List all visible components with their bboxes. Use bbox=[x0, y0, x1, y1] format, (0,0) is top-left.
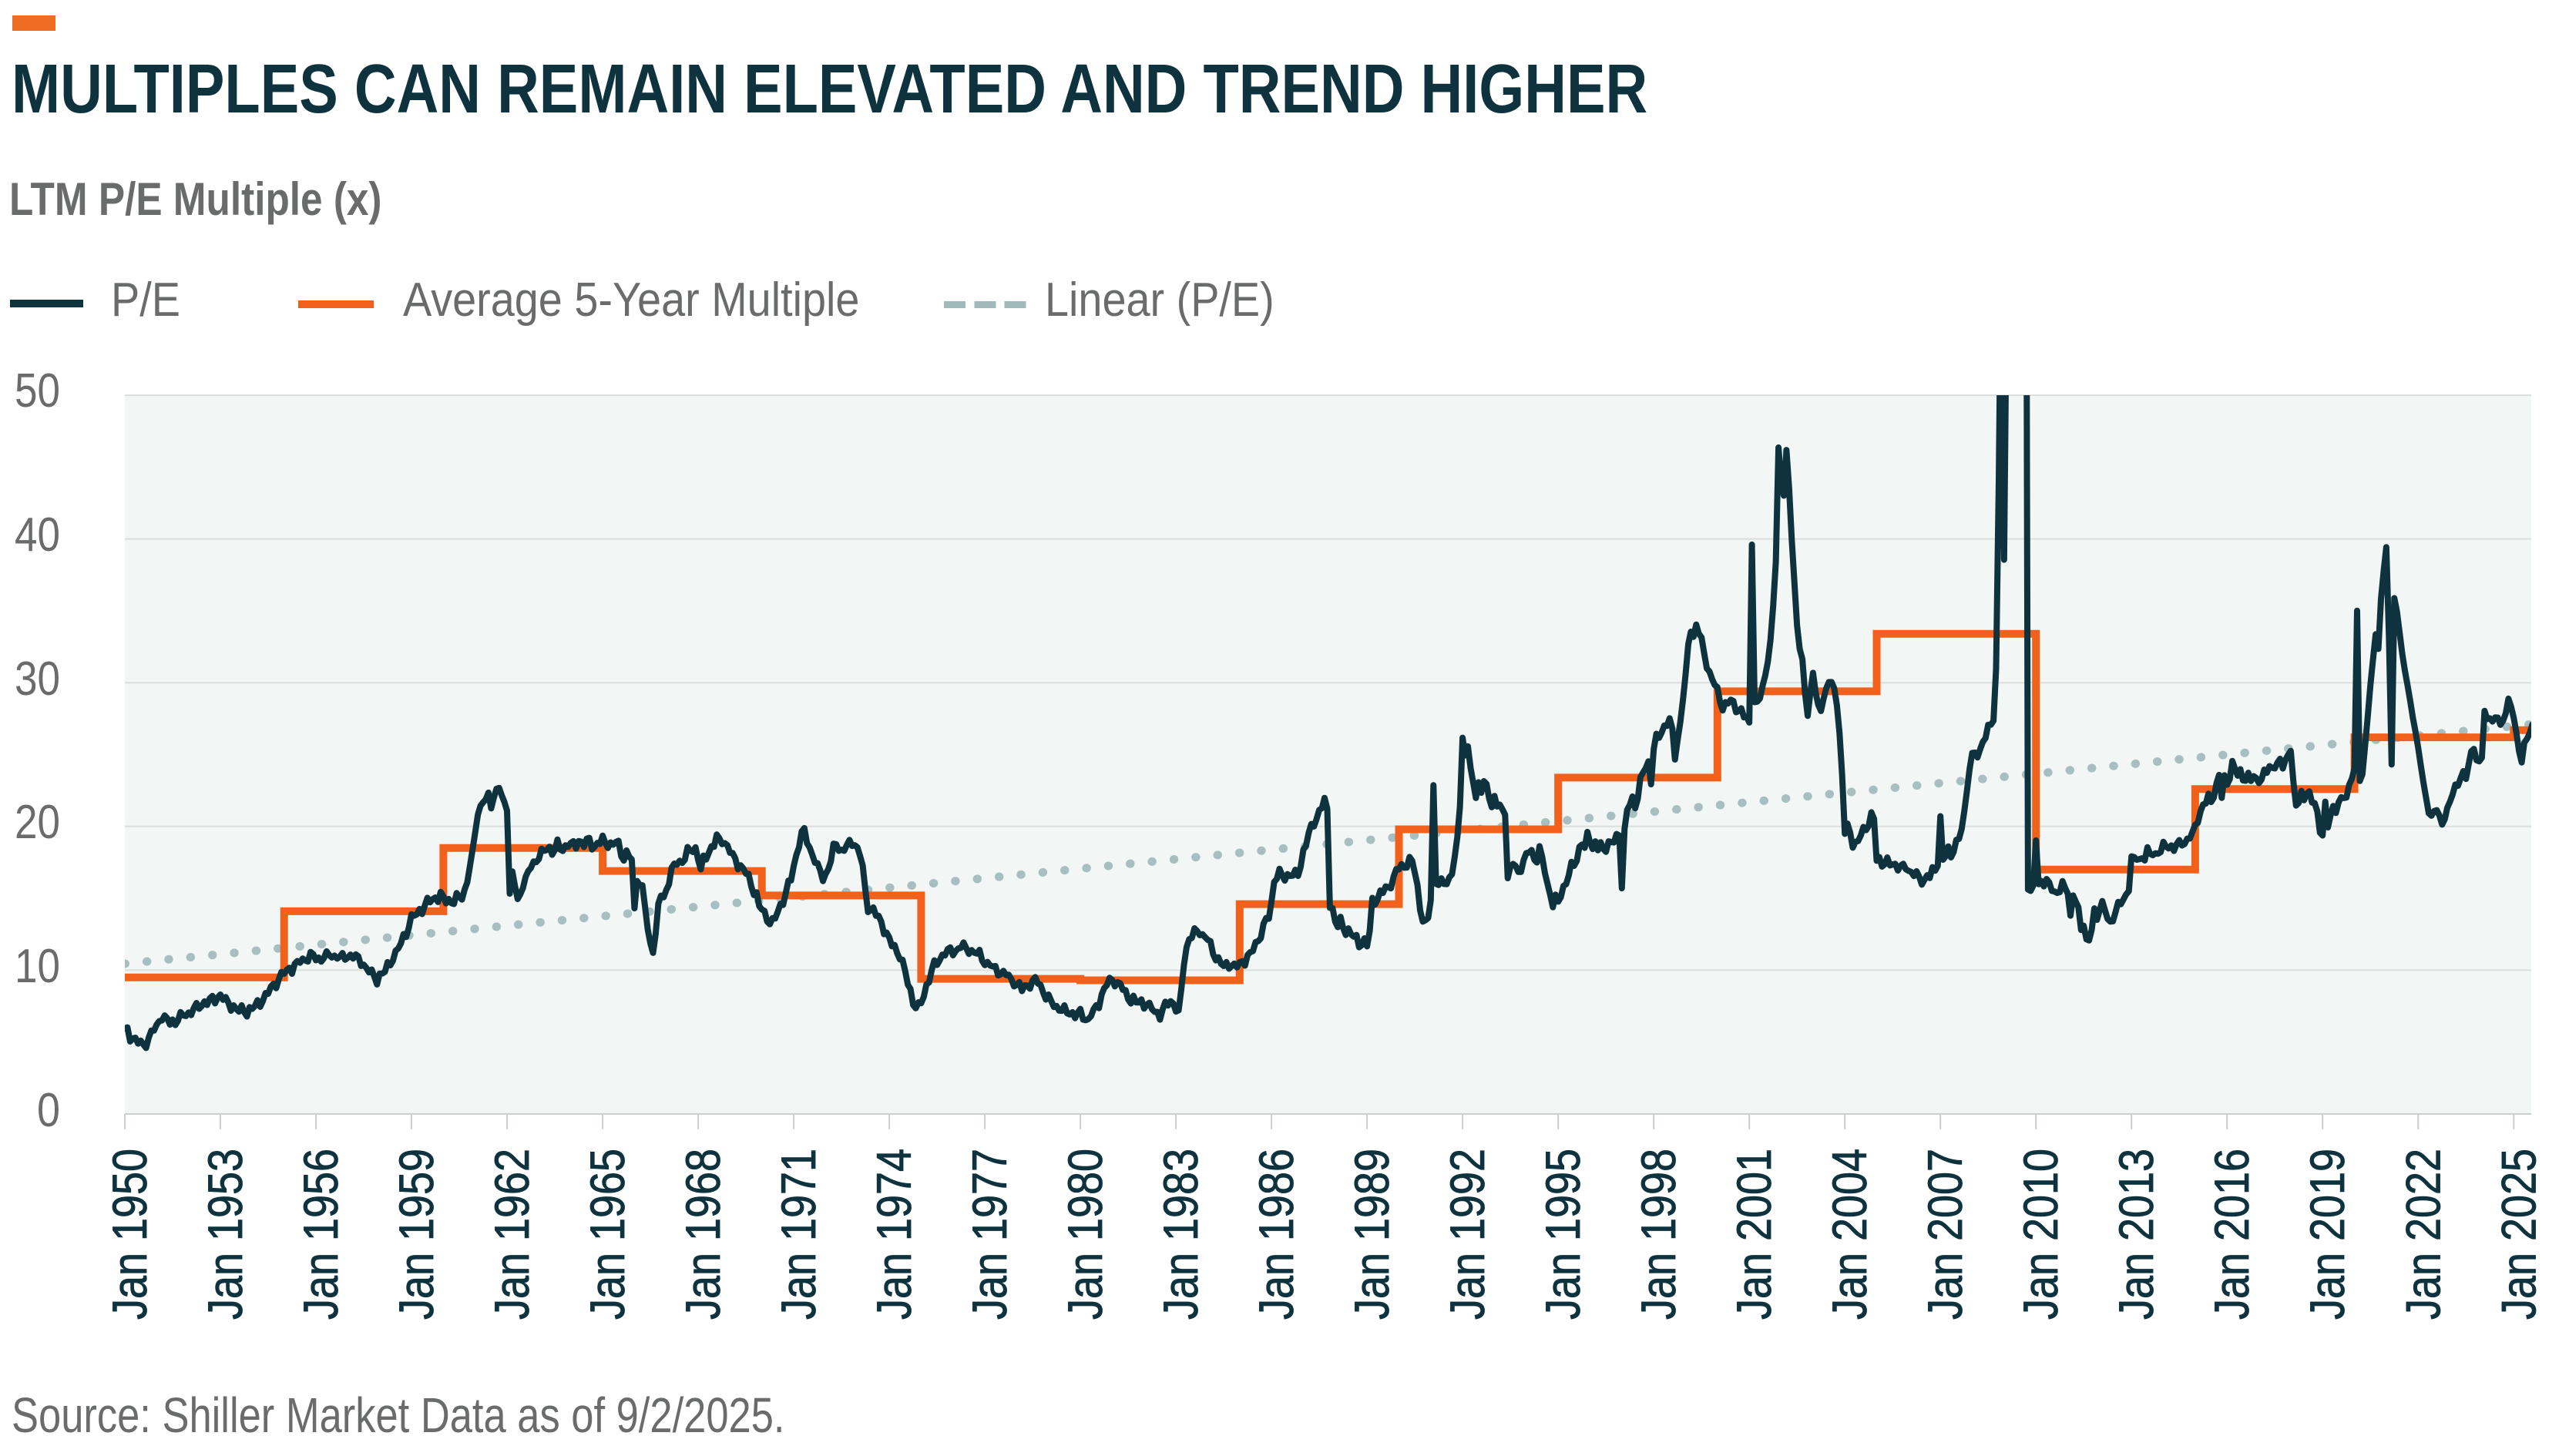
svg-text:Jan 1983: Jan 1983 bbox=[1154, 1149, 1208, 1320]
svg-text:Jan 2010: Jan 2010 bbox=[2014, 1149, 2068, 1320]
svg-text:Jan 2007: Jan 2007 bbox=[1919, 1149, 1973, 1320]
svg-text:Jan 2016: Jan 2016 bbox=[2205, 1149, 2259, 1320]
svg-text:30: 30 bbox=[15, 653, 60, 706]
svg-text:Jan 1989: Jan 1989 bbox=[1345, 1149, 1399, 1320]
svg-text:50: 50 bbox=[15, 364, 60, 418]
svg-text:Jan 2013: Jan 2013 bbox=[2110, 1149, 2164, 1320]
svg-text:Jan 2019: Jan 2019 bbox=[2301, 1149, 2355, 1320]
svg-text:Jan 1974: Jan 1974 bbox=[868, 1149, 922, 1320]
svg-text:Jan 2022: Jan 2022 bbox=[2396, 1149, 2450, 1320]
svg-text:Jan 2004: Jan 2004 bbox=[1823, 1149, 1877, 1320]
svg-text:Jan 1971: Jan 1971 bbox=[772, 1149, 826, 1320]
svg-text:Jan 1992: Jan 1992 bbox=[1441, 1149, 1495, 1320]
svg-text:Jan 2025: Jan 2025 bbox=[2492, 1149, 2546, 1320]
svg-text:Jan 1995: Jan 1995 bbox=[1536, 1149, 1590, 1320]
svg-text:10: 10 bbox=[15, 940, 60, 993]
svg-text:0: 0 bbox=[37, 1084, 60, 1137]
svg-text:Jan 1977: Jan 1977 bbox=[963, 1149, 1017, 1320]
svg-text:Jan 1965: Jan 1965 bbox=[581, 1149, 635, 1320]
svg-text:20: 20 bbox=[15, 796, 60, 849]
svg-text:40: 40 bbox=[15, 508, 60, 562]
svg-text:Jan 1968: Jan 1968 bbox=[677, 1149, 730, 1320]
svg-text:Jan 1956: Jan 1956 bbox=[294, 1149, 348, 1320]
svg-text:Jan 1980: Jan 1980 bbox=[1059, 1149, 1113, 1320]
svg-text:Jan 1998: Jan 1998 bbox=[1632, 1149, 1686, 1320]
svg-text:Jan 2001: Jan 2001 bbox=[1728, 1149, 1782, 1320]
svg-text:Jan 1962: Jan 1962 bbox=[485, 1149, 539, 1320]
svg-text:Jan 1959: Jan 1959 bbox=[390, 1149, 444, 1320]
svg-text:Jan 1953: Jan 1953 bbox=[199, 1149, 253, 1320]
svg-text:Jan 1986: Jan 1986 bbox=[1250, 1149, 1304, 1320]
svg-text:Jan 1950: Jan 1950 bbox=[103, 1149, 157, 1320]
